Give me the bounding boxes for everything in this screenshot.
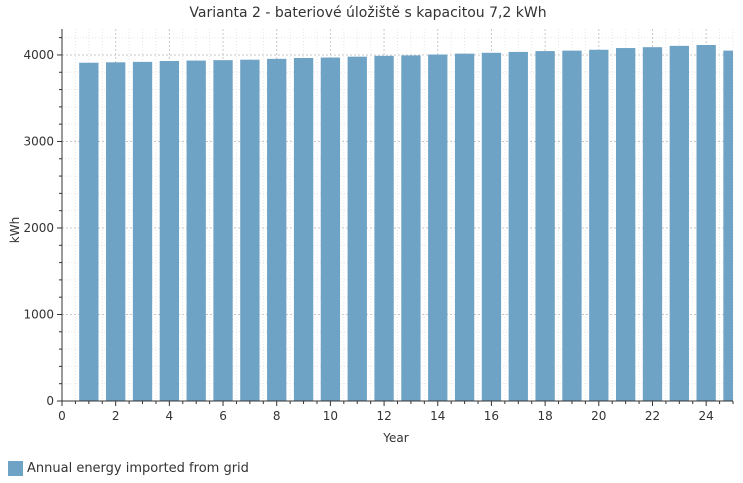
legend-swatch [8, 461, 23, 476]
x-tick-label: 12 [376, 409, 391, 423]
bar [696, 45, 716, 402]
y-tick-label: 0 [46, 394, 54, 408]
bar [454, 53, 475, 401]
bar [428, 54, 448, 401]
x-tick-label: 18 [537, 409, 552, 423]
bar [508, 51, 528, 401]
bar [401, 55, 421, 401]
bar [669, 45, 689, 402]
bar [374, 55, 394, 401]
bar [347, 56, 367, 402]
y-axis-label: kWh [8, 217, 22, 243]
bar [79, 62, 99, 402]
bar [642, 47, 663, 401]
bar [186, 60, 206, 401]
x-tick-label: 6 [219, 409, 227, 423]
x-tick-label: 8 [273, 409, 281, 423]
x-tick-label: 0 [58, 409, 66, 423]
y-tick-label: 4000 [23, 48, 54, 62]
bar [562, 50, 582, 402]
bars [79, 45, 733, 402]
x-tick-label: 4 [166, 409, 174, 423]
bar [589, 49, 609, 402]
chart-title: Varianta 2 - bateriové úložiště s kapaci… [189, 5, 546, 21]
bar [240, 59, 260, 401]
bar [106, 62, 126, 401]
y-tick-label: 1000 [23, 307, 54, 321]
bar [132, 61, 153, 401]
x-tick-label: 16 [484, 409, 499, 423]
y-tick-label: 2000 [23, 221, 54, 235]
x-axis-label: Year [382, 431, 408, 445]
bar [213, 60, 233, 401]
bar [320, 57, 341, 402]
legend: Annual energy imported from grid [8, 461, 249, 476]
bar [723, 50, 733, 402]
bar [293, 57, 314, 402]
bar [267, 58, 287, 402]
x-tick-label: 20 [591, 409, 606, 423]
x-tick-label: 24 [699, 409, 714, 423]
bar [615, 48, 636, 401]
bar [159, 61, 180, 401]
x-tick-label: 10 [323, 409, 338, 423]
x-tick-label: 2 [112, 409, 120, 423]
x-tick-label: 22 [645, 409, 660, 423]
bar [535, 51, 555, 402]
bar [481, 52, 502, 401]
x-tick-label: 14 [430, 409, 445, 423]
y-tick-label: 3000 [23, 134, 54, 148]
legend-label: Annual energy imported from grid [27, 461, 249, 476]
